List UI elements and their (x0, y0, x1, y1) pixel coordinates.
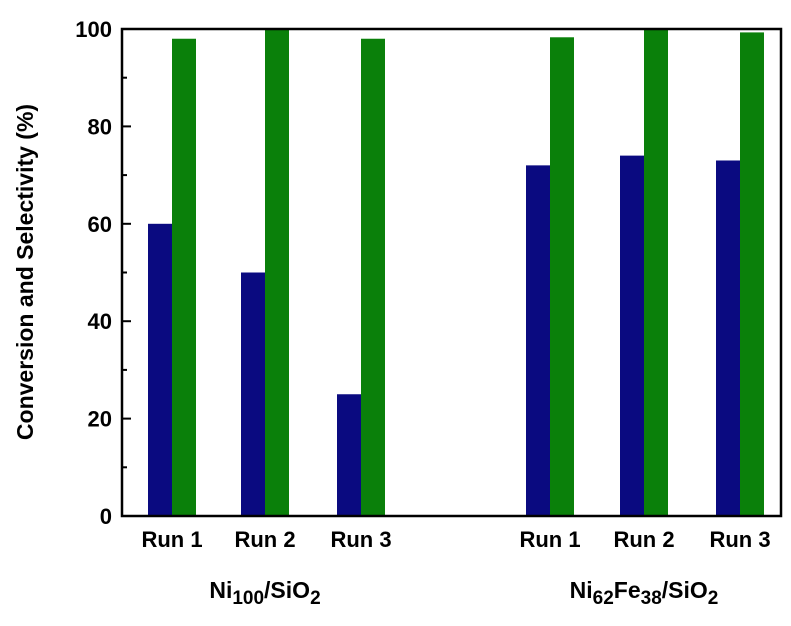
y-tick-label: 20 (88, 407, 112, 432)
y-tick-label: 60 (88, 212, 112, 237)
group-label-text: Ni (570, 577, 593, 603)
conversion-bar (620, 155, 644, 516)
y-tick-label: 40 (88, 309, 112, 334)
selectivity-bar (172, 38, 196, 517)
plot-border (120, 27, 783, 518)
group-label: Ni100/SiO2 (209, 577, 320, 609)
conversion-bar (148, 223, 172, 517)
group-label-subscript: 2 (310, 588, 321, 609)
selectivity-bar (550, 37, 574, 517)
conversion-bar (716, 160, 740, 517)
group-label-subscript: 62 (593, 588, 614, 609)
x-tick-label: Run 2 (613, 527, 674, 552)
x-tick-label: Run 3 (330, 527, 391, 552)
group-label-subscript: 2 (708, 588, 719, 609)
x-tick-label: Run 1 (519, 527, 580, 552)
x-tick-label: Run 2 (234, 527, 295, 552)
bars-layer (148, 29, 764, 517)
group-label-text: /SiO (264, 577, 310, 603)
y-axis-label: Conversion and Selectivity (%) (12, 104, 38, 440)
x-tick-label: Run 3 (709, 527, 770, 552)
group-labels: Ni100/SiO2 Ni62Fe38/SiO2 (209, 577, 718, 609)
x-axis: Run 1 Run 2 Run 3 Run 1 Run 2 Run 3 (141, 527, 770, 552)
selectivity-bar (644, 29, 668, 516)
selectivity-bar (265, 29, 289, 516)
y-axis: 0 20 40 60 80 100 (75, 17, 131, 529)
conversion-bar (526, 165, 550, 517)
y-tick-label: 100 (75, 17, 112, 42)
conversion-bar (337, 394, 361, 516)
group-label-text: Fe (614, 577, 641, 603)
selectivity-bar (740, 32, 764, 517)
group-label-subscript: 38 (641, 588, 662, 609)
plot-frame (120, 27, 783, 518)
x-tick-label: Run 1 (141, 527, 202, 552)
y-tick-label: 0 (100, 504, 112, 529)
y-tick-label: 80 (88, 114, 112, 139)
group-label-text: /SiO (662, 577, 708, 603)
selectivity-bar (361, 38, 385, 517)
conversion-bar (241, 272, 265, 516)
group-label-text: Ni (209, 577, 232, 603)
group-label: Ni62Fe38/SiO2 (570, 577, 719, 609)
group-label-subscript: 100 (232, 588, 264, 609)
